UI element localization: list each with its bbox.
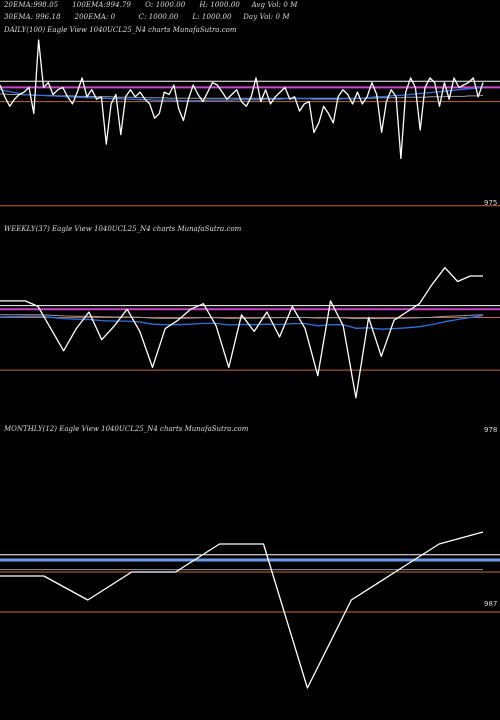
open-label: O: bbox=[145, 1, 154, 9]
weekly-ema-long-line bbox=[0, 314, 484, 320]
ema100-label: 100EMA: bbox=[72, 1, 107, 9]
day-vol-value: 0 M bbox=[275, 13, 290, 21]
daily-panel-label: DAILY(100) Eagle View 1040UCL25_N4 chart… bbox=[4, 26, 237, 34]
daily-chart: 975 bbox=[0, 39, 500, 207]
weekly-chart: 978 bbox=[0, 267, 500, 434]
low-label: L: bbox=[192, 13, 200, 21]
monthly-price-line bbox=[0, 531, 484, 689]
high-value: 1000.00 bbox=[210, 1, 240, 9]
daily-price-line bbox=[0, 39, 484, 160]
weekly-price-line bbox=[0, 267, 483, 399]
avg-vol-value: 0 M bbox=[283, 1, 298, 9]
daily-level-label: 975 bbox=[484, 199, 497, 207]
monthly-chart: 987 bbox=[0, 531, 500, 689]
ema30-label: 30EMA: bbox=[4, 13, 34, 21]
ema200-label: 200EMA: bbox=[74, 13, 109, 21]
low-value: 1000.00 bbox=[201, 13, 232, 21]
ema200-value: 0 bbox=[110, 13, 116, 21]
daily-ema-short-line bbox=[0, 86, 484, 102]
ema30-value: 996.18 bbox=[35, 13, 61, 21]
day-vol-label: Day Vol: bbox=[243, 13, 274, 21]
weekly-level-label: 978 bbox=[484, 426, 497, 434]
ema20-label: 20EMA: bbox=[4, 1, 34, 9]
header-row-2: 30EMA: 996.18 200EMA: 0 C: 1000.00 L: 10… bbox=[4, 13, 290, 21]
ema100-value: 994.79 bbox=[106, 1, 132, 9]
weekly-ema-short-line bbox=[0, 314, 484, 330]
header-row-1: 20EMA:998.05 100EMA:994.79 O: 1000.00 H:… bbox=[4, 1, 298, 9]
monthly-level-label: 987 bbox=[484, 600, 497, 608]
high-label: H: bbox=[199, 1, 208, 9]
close-value: 1000.00 bbox=[148, 13, 179, 21]
daily-ema-long-line bbox=[0, 93, 484, 99]
avg-vol-label: Avg Vol: bbox=[251, 1, 282, 9]
monthly-panel-label: MONTHLY(12) Eagle View 1040UCL25_N4 char… bbox=[4, 425, 249, 433]
open-value: 1000.00 bbox=[155, 1, 186, 9]
weekly-panel-label: WEEKLY(37) Eagle View 1040UCL25_N4 chart… bbox=[4, 225, 242, 233]
close-label: C: bbox=[138, 13, 147, 21]
ema20-value: 998.05 bbox=[33, 1, 59, 9]
